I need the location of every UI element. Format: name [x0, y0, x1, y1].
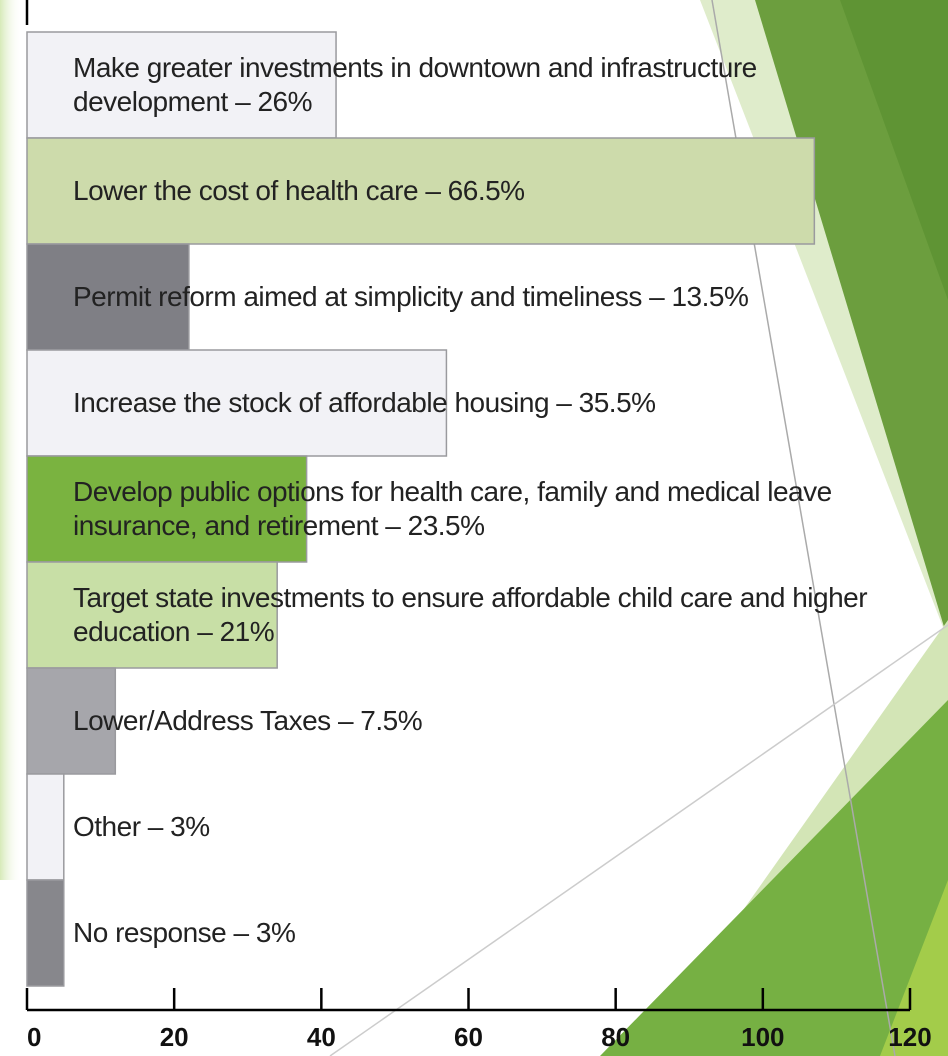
x-tick-label: 20 — [160, 1022, 189, 1052]
bar-label: Other – 3% — [73, 811, 210, 842]
bar — [26, 773, 65, 881]
x-tick-label: 60 — [454, 1022, 483, 1052]
bar — [26, 561, 278, 669]
x-tick-label: 40 — [307, 1022, 336, 1052]
bar — [26, 243, 190, 351]
bar — [26, 31, 337, 139]
x-tick-label: 120 — [888, 1022, 931, 1052]
x-tick-label: 80 — [601, 1022, 630, 1052]
x-tick-label: 0 — [27, 1022, 41, 1052]
bar-label: Permit reform aimed at simplicity and ti… — [73, 281, 749, 312]
bar — [26, 137, 816, 245]
bar-label: Increase the stock of affordable housing… — [73, 387, 656, 418]
bar-label: Lower the cost of health care – 66.5% — [73, 175, 525, 206]
bar-label: Lower/Address Taxes – 7.5% — [73, 705, 423, 736]
bar — [26, 879, 65, 987]
x-tick-label: 100 — [741, 1022, 784, 1052]
bar — [26, 349, 448, 457]
bar-label: Develop public options for health care, … — [73, 476, 832, 541]
bar-label: No response – 3% — [73, 917, 296, 948]
bar-label: Make greater investments in downtown and… — [73, 52, 757, 117]
bar — [26, 667, 117, 775]
bar — [26, 455, 308, 563]
bar-label: Target state investments to ensure affor… — [73, 582, 868, 647]
